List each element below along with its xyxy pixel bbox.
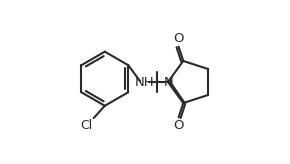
- Text: NH: NH: [134, 75, 154, 89]
- Text: Cl: Cl: [80, 119, 92, 132]
- Text: N: N: [164, 75, 174, 89]
- Text: O: O: [173, 119, 184, 132]
- Text: O: O: [173, 32, 184, 45]
